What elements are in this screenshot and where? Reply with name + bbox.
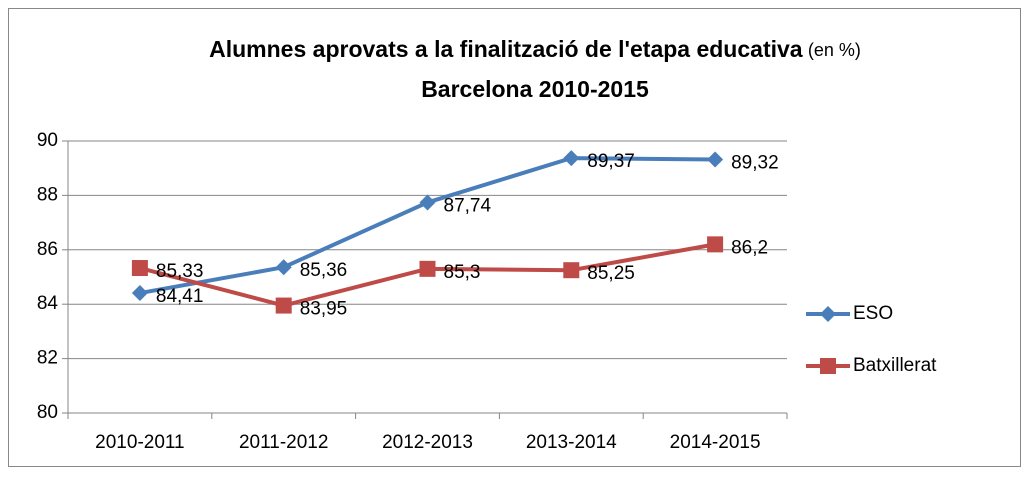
data-label: 84,41 — [156, 286, 204, 307]
marker — [131, 260, 148, 277]
y-tick-label: 80 — [37, 402, 58, 423]
data-label: 89,32 — [731, 153, 779, 174]
x-tick-label: 2011-2012 — [239, 432, 328, 453]
data-label: 85,33 — [156, 261, 204, 282]
x-tick-label: 2014-2015 — [670, 432, 761, 453]
marker — [563, 150, 580, 167]
data-label: 89,37 — [587, 151, 635, 172]
data-label: 85,3 — [444, 262, 481, 283]
marker — [707, 151, 724, 168]
chart-frame — [8, 8, 1021, 467]
chart-subtitle: Barcelona 2010-2015 — [421, 76, 649, 102]
legend-label: Batxillerat — [853, 355, 937, 376]
title-note: (en %) — [808, 40, 861, 60]
marker — [707, 236, 724, 253]
y-tick-label: 90 — [37, 130, 58, 151]
marker — [419, 194, 436, 211]
marker — [419, 260, 436, 277]
chart-title: Alumnes aprovats a la finalització de l'… — [209, 36, 803, 62]
y-tick-label: 82 — [37, 348, 58, 369]
marker — [131, 285, 148, 302]
legend-label: ESO — [853, 303, 893, 324]
x-tick-label: 2010-2011 — [95, 432, 184, 453]
x-tick-label: 2012-2013 — [382, 432, 473, 453]
data-label: 87,74 — [444, 195, 492, 216]
marker — [275, 297, 292, 314]
chart-title-line: Alumnes aprovats a la finalització de l'… — [209, 36, 861, 62]
y-tick-label: 86 — [37, 239, 58, 260]
x-tick-label: 2013-2014 — [526, 432, 617, 453]
marker — [563, 262, 580, 279]
data-label: 85,25 — [587, 263, 635, 284]
marker — [275, 259, 292, 276]
y-tick-label: 88 — [37, 184, 58, 205]
y-tick-label: 84 — [37, 293, 59, 314]
marker — [820, 306, 836, 322]
marker — [820, 358, 836, 374]
data-label: 85,36 — [300, 260, 348, 281]
data-label: 86,2 — [731, 237, 768, 258]
data-label: 83,95 — [300, 299, 348, 320]
